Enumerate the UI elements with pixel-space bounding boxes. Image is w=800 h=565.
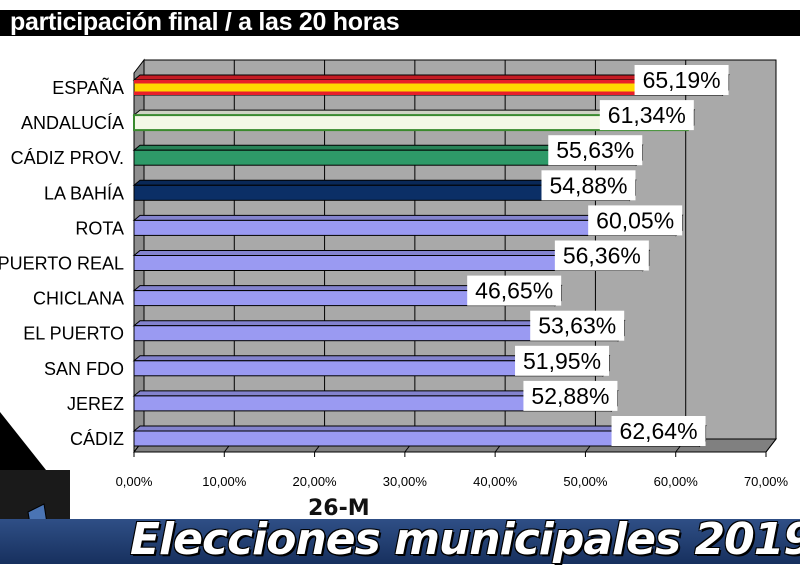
data-label: 46,65% <box>475 278 553 304</box>
data-label-box <box>611 416 706 446</box>
category-label: CÁDIZ PROV. <box>11 148 124 168</box>
x-tick-label: 20,00% <box>293 474 338 489</box>
data-label: 61,34% <box>608 102 686 128</box>
data-label: 53,63% <box>538 313 616 339</box>
data-label-box <box>588 205 683 236</box>
data-label: 65,19% <box>643 67 721 93</box>
category-label: CHICLANA <box>33 289 124 309</box>
data-label-box <box>548 135 643 166</box>
data-label-box <box>554 240 649 271</box>
x-tick-label: 30,00% <box>383 474 428 489</box>
title-bar <box>0 10 800 36</box>
data-label-box <box>515 345 610 376</box>
data-label-box <box>634 65 729 95</box>
data-label-box <box>523 380 618 411</box>
election-date-tag: 26-M <box>308 496 370 521</box>
x-tick-label: 50,00% <box>563 474 608 489</box>
data-label: 52,88% <box>531 383 609 409</box>
category-label: SAN FDO <box>44 359 124 379</box>
data-label: 56,36% <box>563 243 641 269</box>
data-label-box <box>467 275 562 306</box>
x-tick-label: 40,00% <box>473 474 518 489</box>
footer-band <box>0 519 800 564</box>
data-label: 60,05% <box>596 207 674 233</box>
category-label: ANDALUCÍA <box>21 113 124 133</box>
data-label-box <box>530 310 625 341</box>
data-label-box <box>599 100 694 131</box>
category-label: LA BAHÍA <box>44 183 124 203</box>
data-label: 55,63% <box>556 137 634 163</box>
data-label: 51,95% <box>523 348 601 374</box>
category-label: JEREZ <box>67 394 124 414</box>
chart-title: participación final / a las 20 horas <box>10 8 400 36</box>
category-label: EL PUERTO <box>23 324 124 344</box>
floor-gridline <box>765 438 777 453</box>
x-tick-label: 70,00% <box>744 474 789 489</box>
x-tick-label: 0,00% <box>116 474 153 489</box>
data-label-box <box>541 170 636 201</box>
footer-title: Elecciones municipales 2019 <box>130 514 800 565</box>
bar-stripe-top <box>134 80 723 84</box>
data-label: 54,88% <box>549 172 627 198</box>
category-label: CÁDIZ <box>70 429 124 449</box>
data-label: 62,64% <box>620 418 698 444</box>
bar-stripe-bottom <box>134 91 723 95</box>
category-label: PUERTO REAL <box>0 254 124 274</box>
category-label: ROTA <box>75 218 124 238</box>
corner-triangle <box>0 412 46 470</box>
x-tick-label: 60,00% <box>654 474 699 489</box>
x-tick-label: 10,00% <box>202 474 247 489</box>
category-label: ESPAÑA <box>52 77 124 98</box>
